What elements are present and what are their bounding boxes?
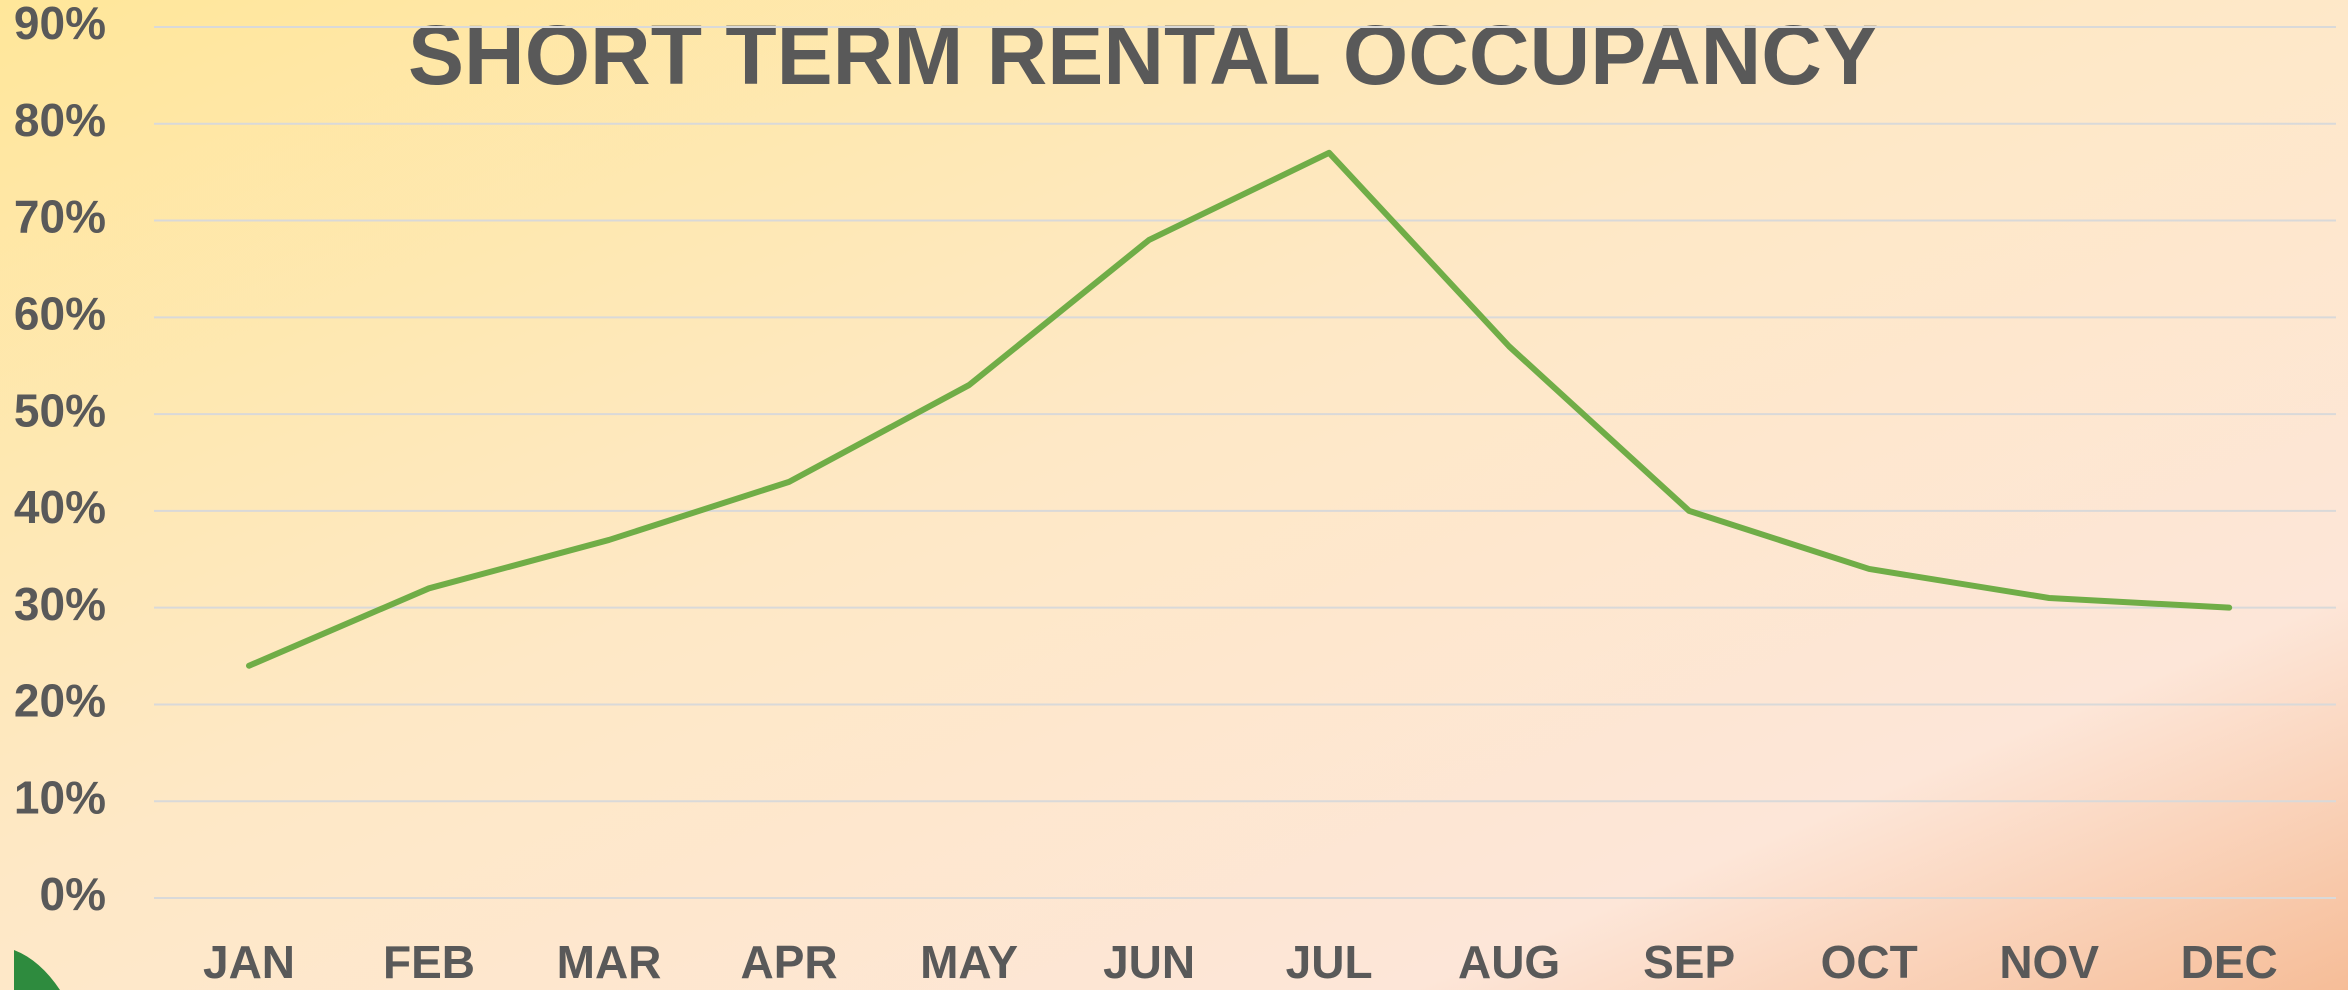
x-tick-label: OCT [1821, 936, 1918, 988]
chart-title: SHORT TERM RENTAL OCCUPANCY [408, 8, 1878, 102]
y-tick-label: 0% [40, 868, 106, 920]
leaf-decoration [14, 950, 60, 990]
y-tick-label: 30% [14, 578, 106, 630]
data-line [246, 149, 2233, 669]
x-tick-label: MAR [557, 936, 662, 988]
x-tick-label: MAY [920, 936, 1018, 988]
y-tick-label: 20% [14, 675, 106, 727]
x-tick-label: JAN [203, 936, 295, 988]
x-tick-label: APR [740, 936, 837, 988]
y-tick-label: 10% [14, 771, 106, 823]
y-tick-label: 60% [14, 287, 106, 339]
y-tick-label: 50% [14, 384, 106, 436]
x-tick-label: AUG [1458, 936, 1560, 988]
x-tick-label: JUL [1286, 936, 1373, 988]
y-tick-label: 40% [14, 481, 106, 533]
x-tick-label: SEP [1643, 936, 1735, 988]
x-tick-label: NOV [1999, 936, 2099, 988]
x-tick-label: FEB [383, 936, 475, 988]
y-tick-label: 80% [14, 94, 106, 146]
y-tick-label: 70% [14, 191, 106, 243]
x-tick-label: JUN [1103, 936, 1195, 988]
x-tick-label: DEC [2181, 936, 2278, 988]
y-tick-label: 90% [14, 0, 106, 49]
